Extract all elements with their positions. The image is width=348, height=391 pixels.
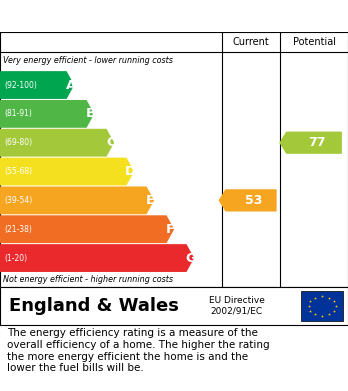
Text: The energy efficiency rating is a measure of the
overall efficiency of a home. T: The energy efficiency rating is a measur… [7,328,270,373]
Polygon shape [0,129,114,157]
Text: C: C [106,136,116,149]
Text: Energy Efficiency Rating: Energy Efficiency Rating [9,9,230,23]
Text: Potential: Potential [293,37,335,47]
Polygon shape [0,100,94,128]
Text: (21-38): (21-38) [4,225,32,234]
Polygon shape [279,132,342,154]
Polygon shape [0,71,74,99]
Text: EU Directive
2002/91/EC: EU Directive 2002/91/EC [209,296,265,316]
Text: Current: Current [233,37,269,47]
Text: (39-54): (39-54) [4,196,32,205]
Text: (1-20): (1-20) [4,253,27,262]
Text: D: D [125,165,136,178]
Text: 77: 77 [308,136,326,149]
Bar [301,291,343,321]
Text: Not energy efficient - higher running costs: Not energy efficient - higher running co… [3,275,174,284]
Text: England & Wales: England & Wales [9,297,179,315]
Text: (92-100): (92-100) [4,81,37,90]
Text: (55-68): (55-68) [4,167,32,176]
Text: (69-80): (69-80) [4,138,32,147]
Polygon shape [0,244,194,272]
Polygon shape [219,189,277,212]
Polygon shape [0,187,154,214]
Text: E: E [146,194,155,207]
Text: (81-91): (81-91) [4,109,32,118]
Text: G: G [185,251,196,265]
Text: B: B [86,108,96,120]
Text: F: F [166,223,175,236]
Polygon shape [0,158,134,185]
Text: A: A [66,79,76,91]
Text: 53: 53 [245,194,262,207]
Polygon shape [0,215,174,243]
Text: Very energy efficient - lower running costs: Very energy efficient - lower running co… [3,56,173,65]
